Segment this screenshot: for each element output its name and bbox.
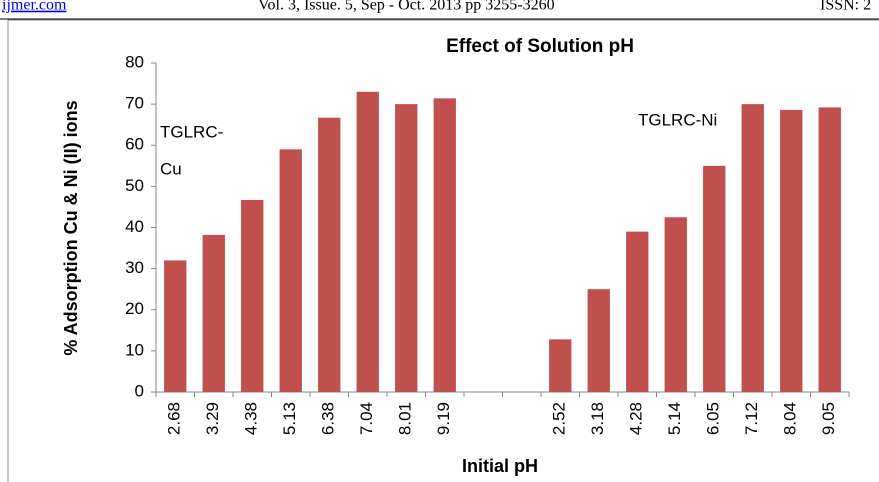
x-axis-label: Initial pH	[462, 456, 538, 476]
annotation: TGLRC-Ni	[638, 110, 717, 129]
x-tick-label: 2.52	[550, 402, 569, 435]
bar	[395, 104, 418, 392]
y-tick-label: 0	[135, 381, 144, 400]
x-tick-label: 6.05	[704, 402, 723, 435]
y-tick-label: 10	[125, 340, 144, 359]
x-tick-label: 6.38	[319, 402, 338, 435]
bar	[202, 234, 225, 392]
x-tick-label: 4.38	[242, 402, 261, 435]
x-tick-label: 2.68	[165, 402, 184, 435]
bar	[356, 91, 379, 392]
y-tick-label: 80	[125, 52, 144, 71]
annotation: TGLRC-	[160, 122, 223, 141]
bar	[279, 149, 302, 392]
y-tick-label: 20	[125, 299, 144, 318]
x-tick-label: 8.04	[781, 402, 800, 435]
y-tick-label: 70	[125, 94, 144, 113]
x-tick-label: 4.28	[627, 402, 646, 435]
x-tick-label: 5.13	[280, 402, 299, 435]
bar	[780, 109, 803, 392]
chart-frame	[7, 19, 879, 482]
bar	[318, 117, 341, 392]
bar	[587, 289, 610, 392]
y-tick-label: 30	[125, 258, 144, 277]
x-tick-label: 7.12	[742, 402, 761, 435]
x-tick-label: 9.19	[434, 402, 453, 435]
bar	[549, 339, 572, 392]
annotation: Cu	[160, 159, 182, 178]
y-tick-label: 50	[125, 176, 144, 195]
x-tick-label: 8.01	[396, 402, 415, 435]
bar	[164, 260, 187, 392]
y-axis-label: % Adsorption Cu & Ni (II) ions	[61, 100, 81, 355]
y-tick-label: 60	[125, 135, 144, 154]
bar	[433, 98, 456, 393]
bar	[741, 104, 764, 392]
x-tick-label: 3.18	[588, 402, 607, 435]
x-tick-label: 3.29	[203, 402, 222, 435]
bar	[626, 231, 649, 392]
header-left: ijmer.com	[2, 0, 67, 14]
y-tick-label: 40	[125, 217, 144, 236]
header-center: Vol. 3, Issue. 5, Sep - Oct. 2013 pp 325…	[258, 0, 555, 14]
bar	[664, 217, 687, 392]
header-right: ISSN: 2	[820, 0, 871, 14]
chart-title: Effect of Solution pH	[446, 36, 634, 57]
x-tick-label: 9.05	[819, 402, 838, 435]
bar	[818, 107, 841, 392]
x-tick-label: 7.04	[357, 402, 376, 435]
bar	[241, 199, 264, 392]
bar	[703, 165, 726, 392]
x-tick-label: 5.14	[665, 402, 684, 435]
